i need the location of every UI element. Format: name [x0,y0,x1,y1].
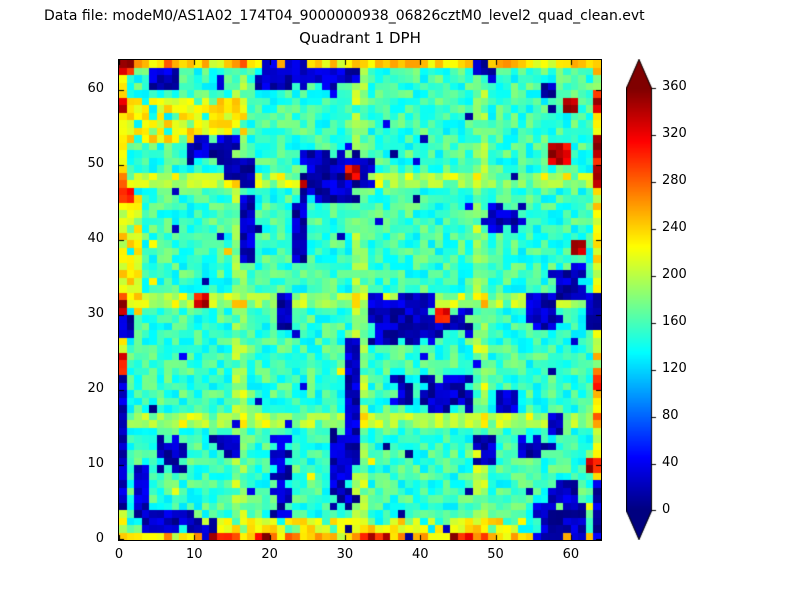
y-tick-label: 10 [87,456,104,471]
y-tick-label: 60 [87,81,104,96]
x-tick-label: 30 [336,547,354,562]
y-tick-label: 40 [87,231,104,246]
data-file-label: Data file: modeM0/AS1A02_174T04_90000009… [44,8,645,24]
plot-title: Quadrant 1 DPH [299,29,421,47]
y-axis-ticks: 0 10 20 30 40 50 60 [68,59,112,546]
y-tick-label: 0 [95,531,104,546]
colorbar-tick-label: 120 [662,361,687,376]
colorbar-tick-label: 0 [662,502,671,517]
x-tick-label: 20 [261,547,278,562]
y-tick-label: 20 [87,381,104,396]
x-axis-ticks: 0 10 20 30 40 50 60 [115,545,602,567]
colorbar-tick-label: 280 [662,173,687,188]
x-tick-label: 50 [487,547,504,562]
colorbar-tick-label: 200 [662,267,687,282]
colorbar-tick-label: 40 [662,455,679,470]
plot-area [118,59,602,541]
y-tick-label: 30 [87,306,104,321]
x-tick-label: 60 [562,547,580,562]
x-tick-label: 40 [411,547,429,562]
colorbar-tick-label: 160 [662,314,687,329]
x-tick-label: 10 [186,547,203,562]
colorbar-tick-label: 80 [662,408,679,423]
colorbar-canvas [626,59,658,540]
colorbar-tick-label: 240 [662,220,687,235]
y-tick-label: 50 [87,156,104,171]
x-tick-label: 0 [114,547,124,562]
colorbar-tick-label: 360 [662,79,687,94]
colorbar [626,59,658,540]
heatmap-canvas [119,60,601,540]
colorbar-tick-label: 320 [662,126,687,141]
colorbar-ticks: 0 40 80 120 160 200 240 280 320 360 [662,59,710,541]
